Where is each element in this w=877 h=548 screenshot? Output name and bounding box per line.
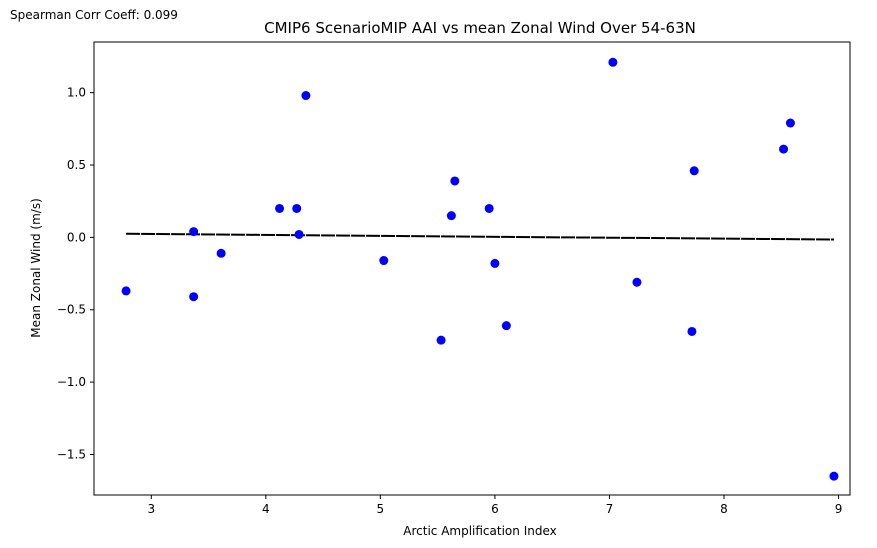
- x-tick-label: 3: [147, 502, 155, 516]
- data-point: [689, 166, 699, 176]
- x-axis-label: Arctic Amplification Index: [403, 524, 556, 538]
- data-point: [608, 57, 618, 67]
- data-point: [501, 321, 511, 331]
- data-point: [216, 248, 226, 258]
- y-tick-label: 0.0: [67, 230, 86, 244]
- x-tick-label: 8: [720, 502, 728, 516]
- chart-title: CMIP6 ScenarioMIP AAI vs mean Zonal Wind…: [264, 19, 696, 37]
- trend-line: [126, 232, 834, 241]
- data-point: [779, 144, 789, 154]
- x-tick-label: 9: [835, 502, 843, 516]
- data-point: [121, 286, 131, 296]
- y-tick-label: 1.0: [67, 86, 86, 100]
- data-point: [446, 211, 456, 221]
- data-points: [121, 57, 839, 481]
- x-tick-label: 4: [262, 502, 270, 516]
- data-point: [785, 118, 795, 128]
- data-point: [450, 176, 460, 186]
- data-point: [829, 471, 839, 481]
- x-tick-label: 6: [491, 502, 499, 516]
- data-point: [189, 227, 199, 237]
- data-point: [379, 256, 389, 266]
- y-axis-label: Mean Zonal Wind (m/s): [29, 198, 43, 338]
- y-axis-ticks: −1.5 −1.0 −0.5 0.0 0.5 1.0: [57, 86, 94, 461]
- data-point: [275, 203, 285, 213]
- data-point: [632, 277, 642, 287]
- y-tick-label: −1.5: [57, 447, 86, 461]
- data-point: [687, 326, 697, 336]
- x-axis-ticks: 3 4 5 6 7 8 9: [147, 495, 842, 516]
- trend-line-group: [126, 232, 834, 241]
- data-point: [301, 91, 311, 101]
- spearman-annotation: Spearman Corr Coeff: 0.099: [10, 8, 178, 22]
- data-point: [292, 203, 302, 213]
- x-tick-label: 7: [606, 502, 614, 516]
- data-point: [490, 258, 500, 268]
- data-point: [294, 229, 304, 239]
- y-tick-label: −1.0: [57, 375, 86, 389]
- data-point: [189, 292, 199, 302]
- y-tick-label: −0.5: [57, 303, 86, 317]
- y-tick-label: 0.5: [67, 158, 86, 172]
- x-tick-label: 5: [377, 502, 385, 516]
- plot-frame: [93, 41, 851, 496]
- data-point: [484, 203, 494, 213]
- data-point: [436, 335, 446, 345]
